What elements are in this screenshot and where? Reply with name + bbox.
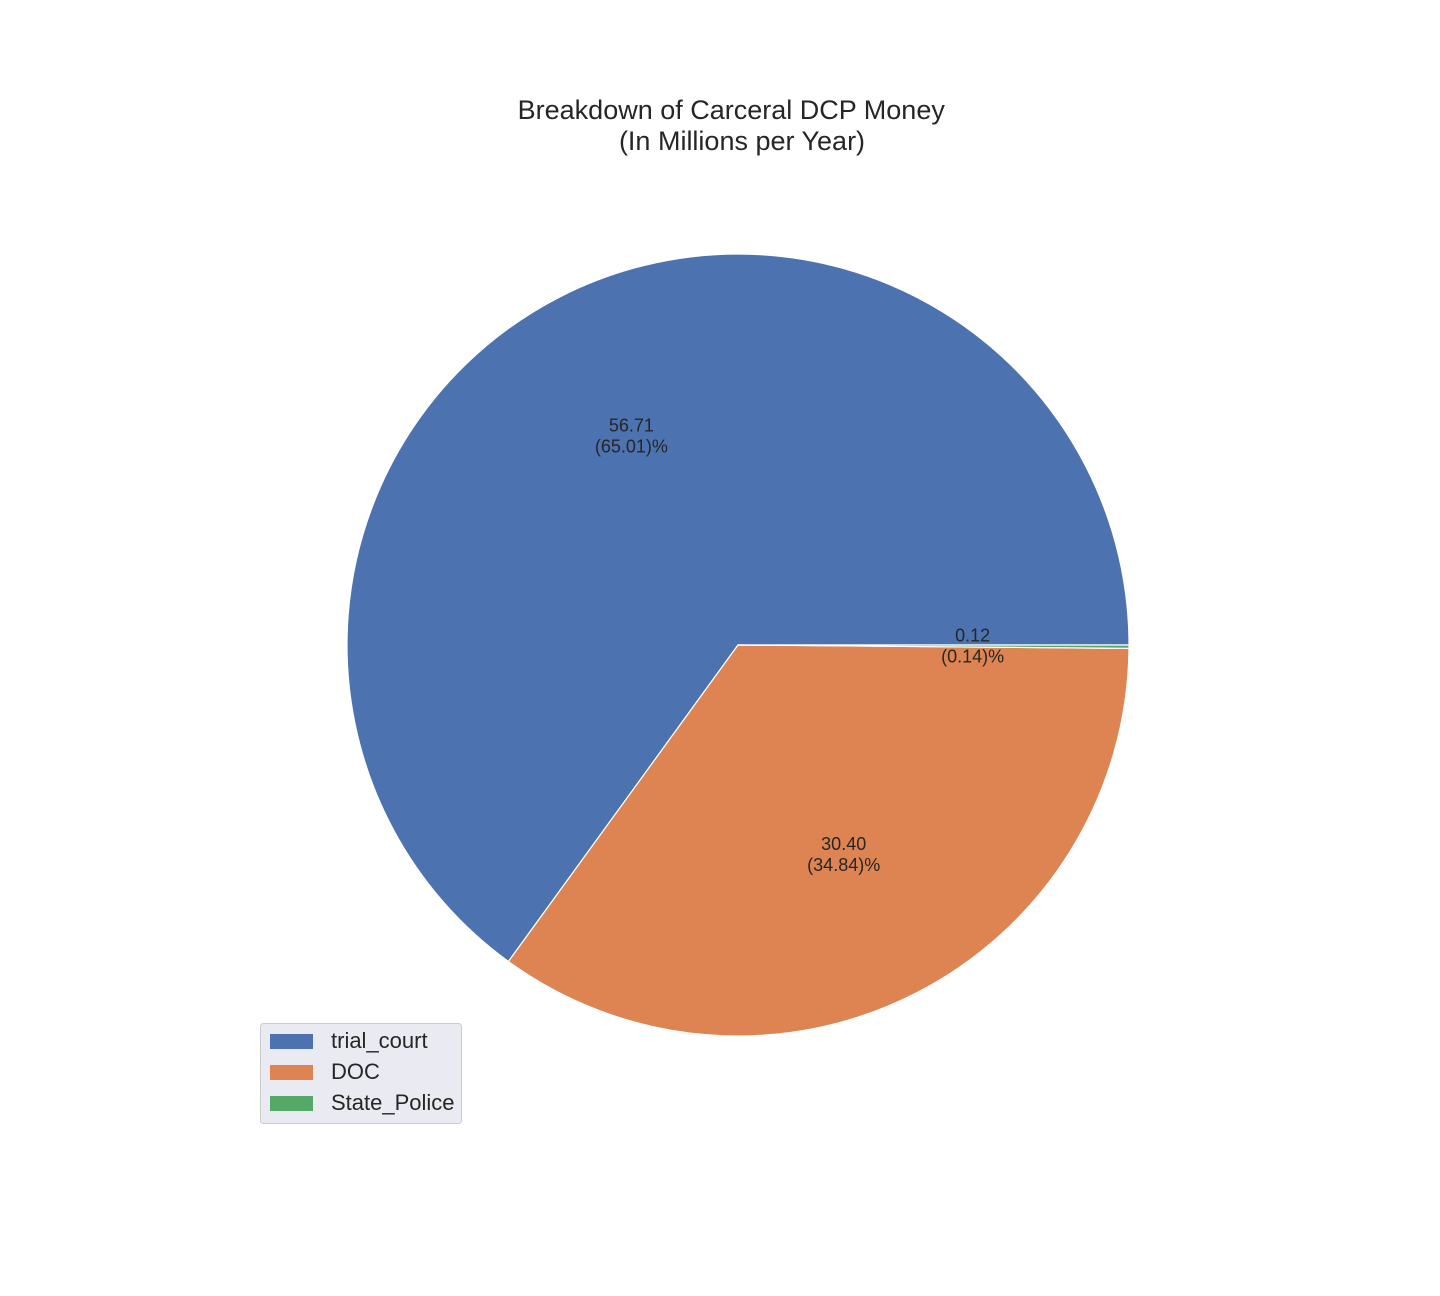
pie-slice-trial-court — [346, 253, 1130, 963]
pie-slice-doc — [507, 644, 1130, 1037]
slice-percent: (65.01)% — [595, 437, 668, 457]
chart-title-line-2: (In Millions per Year) — [619, 126, 865, 156]
slice-label-doc: 30.40 (34.84)% — [807, 834, 880, 875]
legend-label-trial-court: trial_court — [331, 1028, 428, 1053]
slice-label-trial-court: 56.71 (65.01)% — [595, 416, 668, 457]
pie-slices — [346, 253, 1130, 1037]
slice-value: 56.71 — [609, 416, 654, 436]
legend-swatch-doc — [270, 1065, 313, 1080]
chart-title-line-1: Breakdown of Carceral DCP Money — [518, 95, 946, 125]
legend-swatch-state-police — [270, 1096, 313, 1111]
slice-label-state-police: 0.12 (0.14)% — [941, 626, 1004, 667]
slice-percent: (0.14)% — [941, 647, 1004, 667]
slice-percent: (34.84)% — [807, 855, 880, 875]
legend-label-state-police: State_Police — [331, 1090, 455, 1115]
pie-slice-state-police — [737, 644, 1130, 649]
pie-labels: 56.71 (65.01)% 30.40 (34.84)% 0.12 (0.14)% — [595, 416, 1004, 875]
slice-value: 0.12 — [955, 626, 990, 646]
legend: trial_court DOC State_Police — [260, 1023, 462, 1124]
legend-label-doc: DOC — [331, 1059, 380, 1084]
slice-value: 30.40 — [821, 834, 866, 854]
legend-swatch-trial-court — [270, 1034, 313, 1049]
chart-title: Breakdown of Carceral DCP Money (In Mill… — [518, 95, 953, 156]
